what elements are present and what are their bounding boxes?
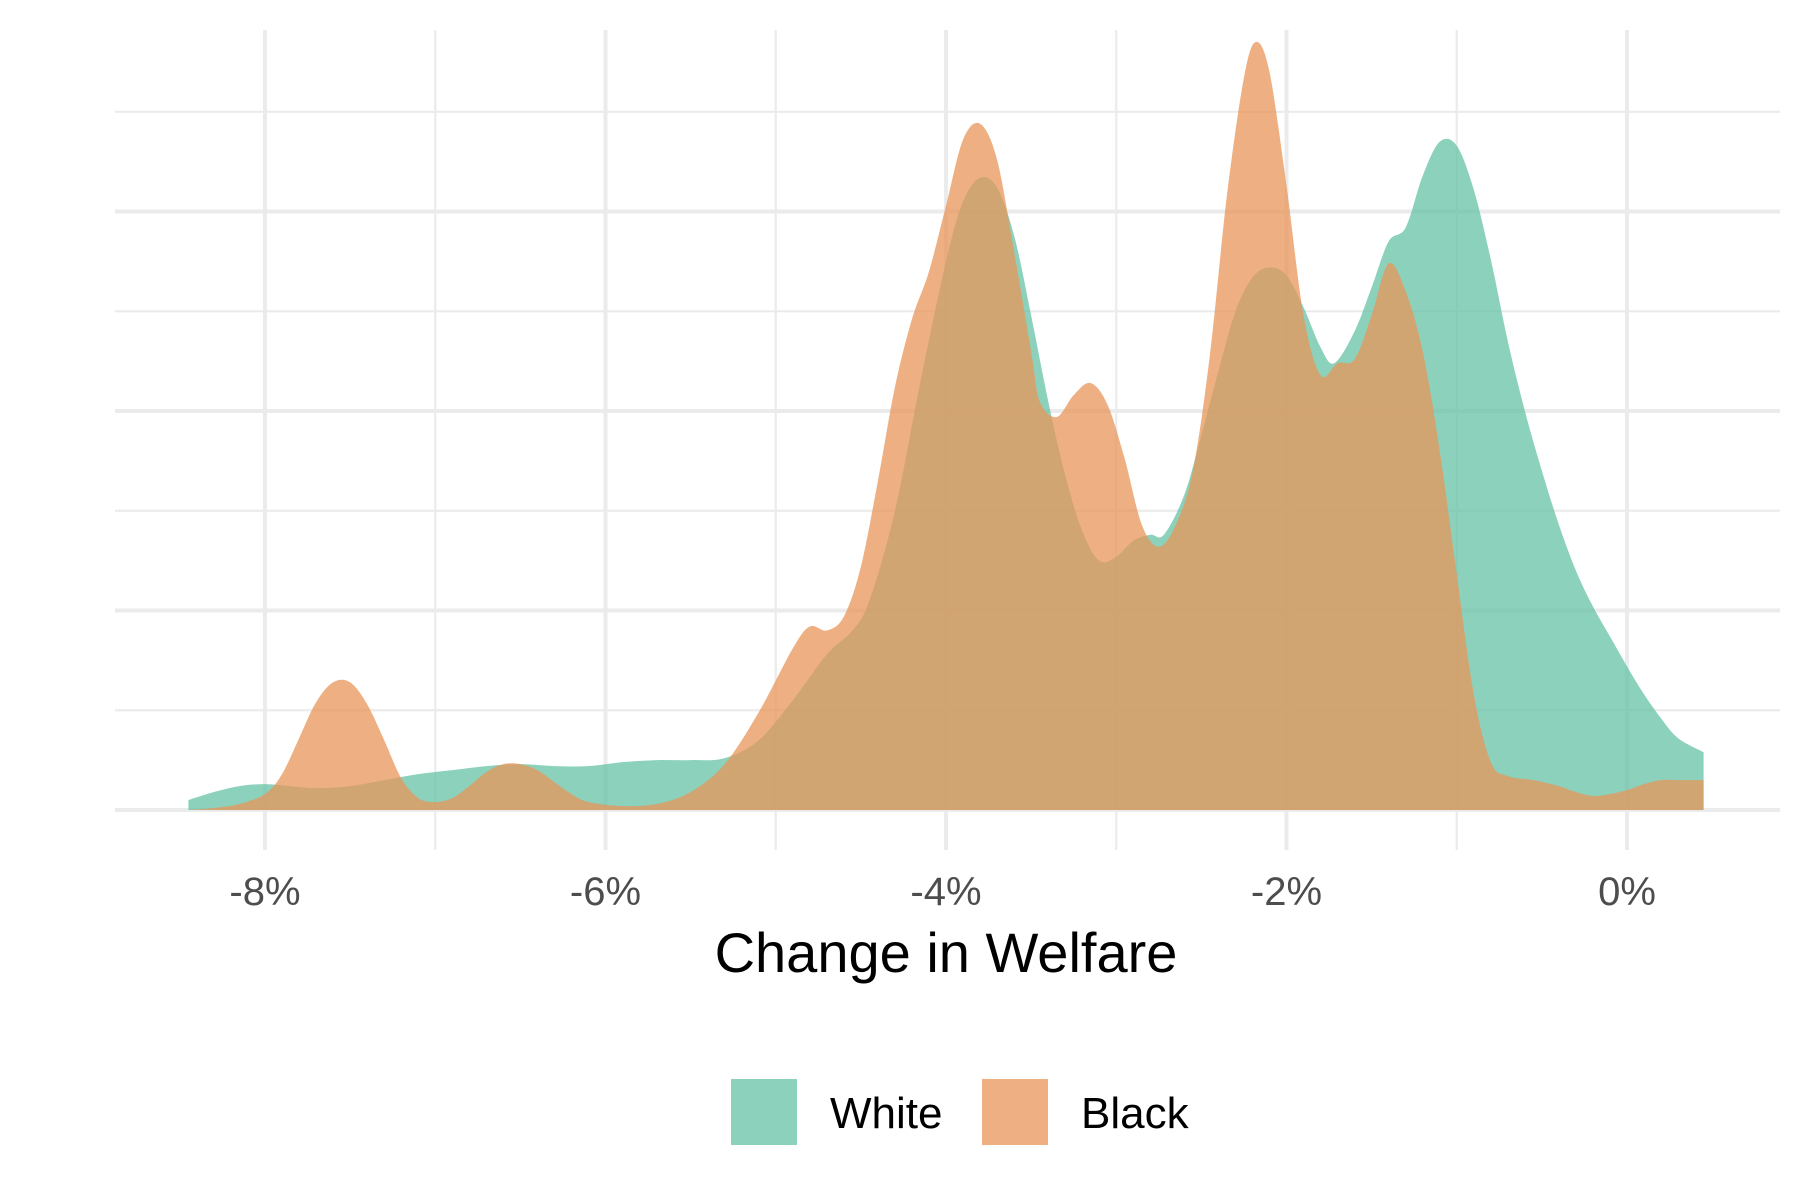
- x-tick-label: -4%: [910, 870, 981, 914]
- x-axis-ticks: -8% -6% -4% -2% 0%: [229, 870, 1655, 914]
- density-areas: [188, 41, 1704, 811]
- legend-key-black: [982, 1079, 1048, 1145]
- x-tick-label: 0%: [1598, 870, 1656, 914]
- legend: White Black: [731, 1079, 1190, 1145]
- legend-label-black: Black: [1081, 1089, 1190, 1138]
- legend-label-white: White: [830, 1089, 942, 1138]
- density-area-black: [188, 41, 1704, 810]
- x-tick-label: -8%: [229, 870, 300, 914]
- x-tick-label: -6%: [570, 870, 641, 914]
- x-axis-title: Change in Welfare: [715, 921, 1178, 984]
- x-tick-label: -2%: [1251, 870, 1322, 914]
- legend-key-white: [731, 1079, 797, 1145]
